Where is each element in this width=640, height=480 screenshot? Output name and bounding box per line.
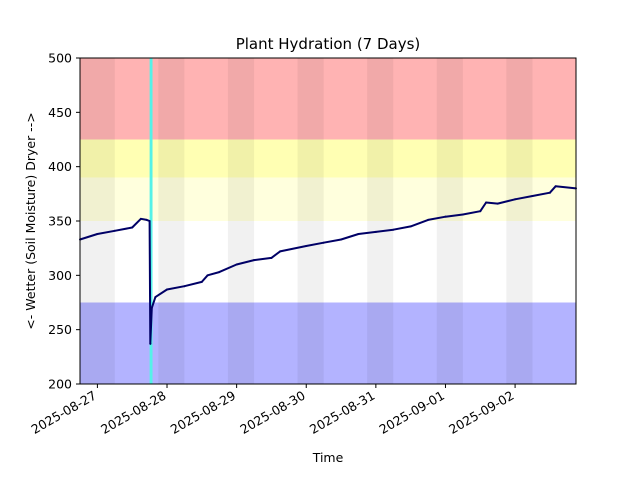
x-tick-label-5: 2025-09-01: [377, 388, 447, 437]
series-point-0-18: [279, 250, 282, 253]
series-point-0-15: [235, 263, 238, 266]
x-tick-label-6: 2025-09-02: [446, 388, 516, 437]
moisture-band-1: [80, 139, 576, 178]
series-point-0-8: [150, 306, 153, 309]
series-point-0-12: [200, 280, 203, 283]
series-point-0-21: [340, 238, 343, 241]
series-point-0-9: [154, 296, 157, 299]
moisture-band-2: [80, 177, 576, 221]
moisture-bands: [80, 58, 576, 384]
y-axis-title: <- Wetter (Soil Moisture) Dryer -->: [23, 112, 38, 329]
x-tick-label-2: 2025-08-29: [168, 388, 238, 437]
series-point-0-35: [554, 185, 557, 188]
series-point-0-27: [444, 215, 447, 218]
series-point-0-24: [392, 228, 395, 231]
series-point-0-23: [374, 230, 377, 233]
y-tick-label-4: 400: [48, 159, 72, 174]
moisture-band-4: [80, 302, 576, 384]
series-point-0-16: [253, 259, 256, 262]
series-point-0-5: [145, 218, 148, 221]
moisture-band-0: [80, 58, 576, 140]
series-point-0-20: [322, 241, 325, 244]
chart-title: Plant Hydration (7 Days): [236, 35, 421, 53]
series-point-0-29: [479, 210, 482, 213]
y-tick-label-3: 350: [48, 214, 72, 229]
night-shade-2: [227, 58, 255, 384]
night-shading: [80, 58, 533, 384]
night-shade-6: [506, 58, 533, 384]
series-point-0-25: [409, 225, 412, 228]
series-point-0-1: [96, 233, 99, 236]
series-point-0-30: [485, 201, 488, 204]
y-axis: 200 250 300 350 400 450 500: [48, 51, 80, 392]
x-axis: 2025-08-27 2025-08-28 2025-08-29 2025-08-30…: [28, 384, 517, 437]
series-point-0-14: [218, 271, 221, 274]
series-point-0-22: [357, 233, 360, 236]
series-point-0-31: [496, 202, 499, 205]
moisture-band-3: [80, 221, 576, 303]
series-point-0-19: [305, 244, 308, 247]
night-shade-3: [297, 58, 324, 384]
series-point-0-10: [166, 288, 169, 291]
series-point-0-11: [183, 285, 186, 288]
night-shade-0: [80, 58, 115, 384]
watering-event-0: [149, 58, 153, 384]
x-axis-title: Time: [312, 450, 344, 465]
y-tick-label-6: 500: [48, 51, 72, 66]
series-point-0-13: [206, 274, 209, 277]
night-shade-4: [367, 58, 394, 384]
series-point-0-34: [548, 191, 551, 194]
y-tick-label-2: 300: [48, 268, 72, 283]
x-tick-label-0: 2025-08-27: [28, 388, 98, 437]
series-point-0-2: [113, 229, 116, 232]
x-tick-label-1: 2025-08-28: [98, 388, 168, 437]
series-point-0-32: [514, 198, 517, 201]
series-point-0-3: [131, 226, 134, 229]
series-point-0-6: [148, 220, 151, 222]
y-tick-label-5: 450: [48, 105, 72, 120]
y-tick-label-1: 250: [48, 322, 72, 337]
series-point-0-28: [461, 213, 464, 216]
x-tick-label-3: 2025-08-30: [237, 388, 307, 437]
y-tick-label-0: 200: [48, 377, 72, 392]
series-point-0-33: [531, 195, 534, 198]
watering-events: [149, 58, 153, 384]
series-point-0-17: [270, 256, 273, 259]
x-tick-label-4: 2025-08-31: [307, 388, 377, 437]
night-shade-1: [158, 58, 185, 384]
night-shade-5: [436, 58, 463, 384]
series-point-0-7: [149, 342, 152, 345]
series-point-0-4: [139, 217, 142, 220]
series-point-0-26: [427, 218, 430, 221]
